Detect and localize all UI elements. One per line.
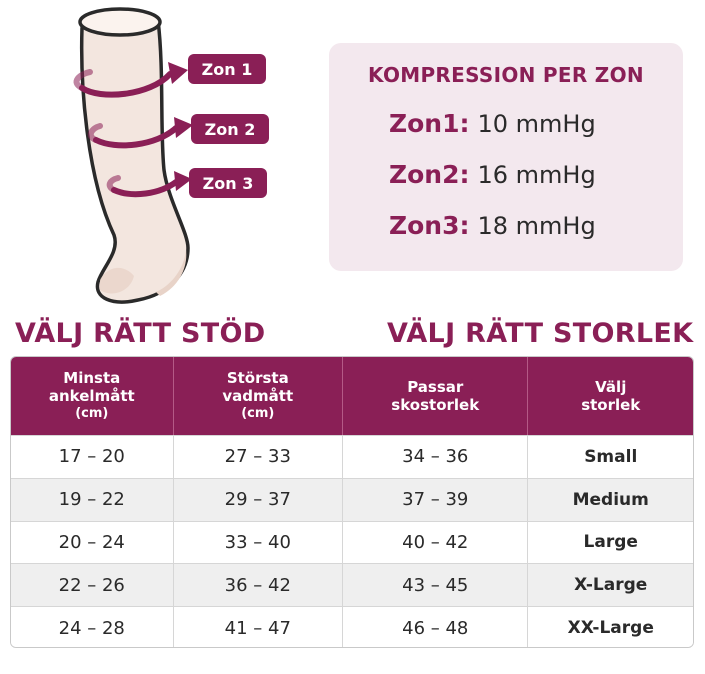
zone-1-tag: Zon 1 (188, 54, 266, 84)
table-header: Minsta ankelmått (cm) Största vadmått (c… (11, 357, 693, 435)
shoe-cell: 46 – 48 (343, 607, 529, 647)
zone-2-tag: Zon 2 (191, 114, 269, 144)
zone-2-arrow-icon (174, 117, 193, 138)
column-header-line: vadmått (222, 387, 294, 405)
table-body: 17 – 20 27 – 33 34 – 36 Small 19 – 22 29… (11, 435, 693, 647)
zone-3-value: 18 mmHg (477, 212, 596, 240)
zone-3-arrow-icon (174, 171, 192, 191)
sock-opening (78, 7, 162, 37)
calf-cell: 41 – 47 (174, 607, 344, 647)
ankle-cell: 24 – 28 (11, 607, 174, 647)
size-heading: VÄLJ RÄTT STORLEK (387, 318, 694, 349)
zone-1-label: Zon1: (389, 109, 470, 138)
table-row: 17 – 20 27 – 33 34 – 36 Small (11, 435, 693, 478)
support-heading: VÄLJ RÄTT STÖD (15, 318, 266, 349)
table-row: 22 – 26 36 – 42 43 – 45 X-Large (11, 563, 693, 607)
column-header-line: Välj (595, 378, 627, 396)
size-cell: X-Large (574, 575, 648, 596)
zone-2-value: 16 mmHg (477, 161, 596, 189)
zone-1-arrow-icon (168, 62, 188, 84)
ankle-cell: 17 – 20 (11, 436, 174, 478)
size-cell: Large (583, 532, 638, 553)
calf-cell: 33 – 40 (174, 521, 344, 564)
column-header-size: Välj storlek (528, 357, 693, 435)
sock-icon (79, 18, 190, 304)
column-header-line: ankelmått (48, 387, 135, 405)
zone-3-tag: Zon 3 (189, 168, 267, 198)
zone-3-label: Zon3: (389, 211, 470, 240)
table-row: 24 – 28 41 – 47 46 – 48 XX-Large (11, 606, 693, 647)
zone-3-ring (111, 179, 179, 198)
ankle-cell: 19 – 22 (11, 478, 174, 521)
shoe-cell: 34 – 36 (343, 436, 529, 478)
column-header-line: skostorlek (391, 396, 480, 414)
ankle-cell: 20 – 24 (11, 521, 174, 564)
table-row: 19 – 22 29 – 37 37 – 39 Medium (11, 477, 693, 521)
compression-title: KOMPRESSION PER ZON (368, 63, 644, 87)
table-row: 20 – 24 33 – 40 40 – 42 Large (11, 520, 693, 564)
column-header-line: Minsta (63, 369, 121, 387)
ankle-cell: 22 – 26 (11, 564, 174, 607)
column-header-line: storlek (581, 396, 641, 414)
zone-2-ring (93, 125, 179, 149)
zone-1-ring (79, 71, 173, 98)
column-header-line: Passar (407, 378, 464, 396)
zone-1-value: 10 mmHg (477, 110, 596, 138)
column-header-calf: Största vadmått (cm) (174, 357, 344, 435)
column-header-ankle: Minsta ankelmått (cm) (11, 357, 174, 435)
compression-info-box: KOMPRESSION PER ZON Zon1: 10 mmHg Zon2: 16… (329, 43, 683, 271)
size-cell: Medium (572, 489, 649, 510)
column-header-line: Största (226, 369, 289, 387)
zone-2-label: Zon2: (389, 160, 470, 189)
calf-cell: 36 – 42 (174, 564, 344, 607)
shoe-cell: 37 – 39 (343, 478, 529, 521)
compression-sock-illustration (73, 7, 193, 304)
zone-3-compression: Zon3: 18 mmHg (389, 211, 596, 240)
column-header-shoe: Passar skostorlek (343, 357, 529, 435)
column-header-unit: (cm) (75, 406, 109, 421)
calf-cell: 27 – 33 (174, 436, 344, 478)
shoe-cell: 43 – 45 (343, 564, 529, 607)
zone-2-compression: Zon2: 16 mmHg (389, 160, 596, 189)
column-header-unit: (cm) (241, 406, 275, 421)
size-table: Minsta ankelmått (cm) Största vadmått (c… (10, 356, 694, 648)
shoe-cell: 40 – 42 (343, 521, 529, 564)
calf-cell: 29 – 37 (174, 478, 344, 521)
size-cell: Small (584, 446, 638, 467)
size-cell: XX-Large (567, 618, 654, 639)
zone-1-compression: Zon1: 10 mmHg (389, 109, 596, 138)
